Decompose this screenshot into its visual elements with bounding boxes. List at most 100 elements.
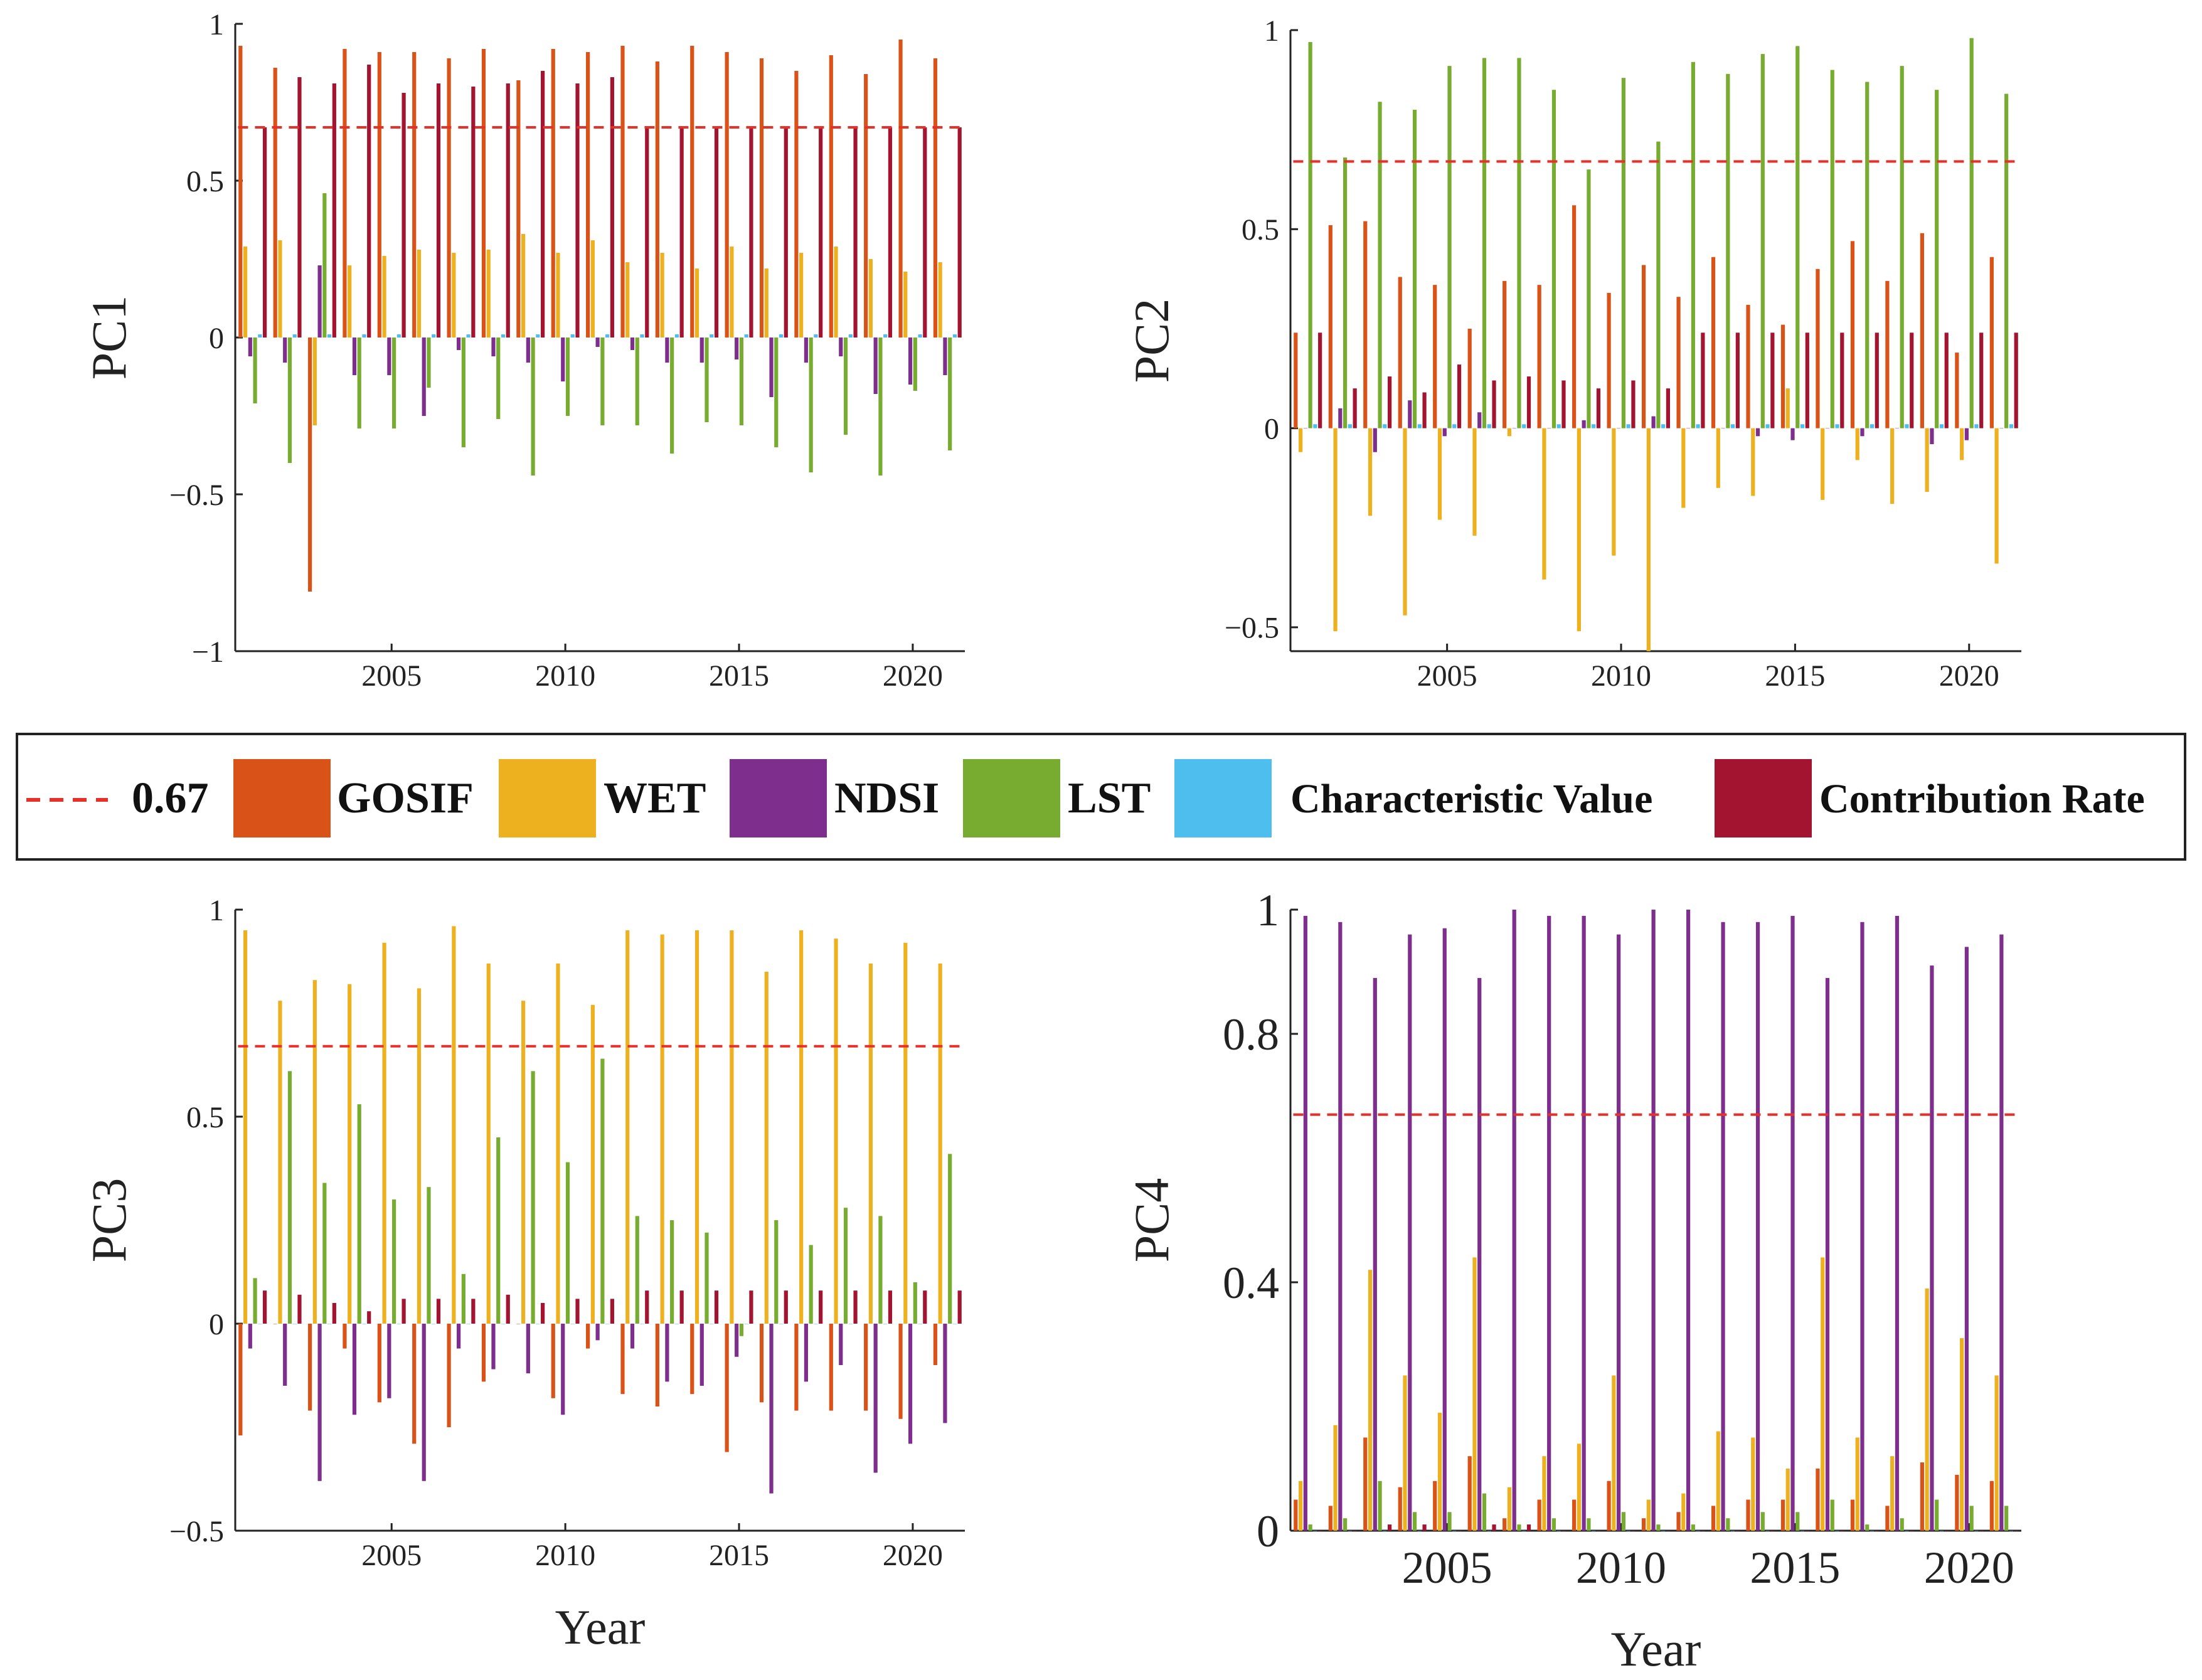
panel-pc3-bar-wet-2017 bbox=[799, 930, 804, 1324]
panel-pc1-bar-lst-2001 bbox=[253, 338, 257, 403]
panel-pc1-bar-characteristic-value-2019 bbox=[883, 334, 888, 338]
panel-pc3-bar-contribution-rate-2017 bbox=[819, 1290, 823, 1324]
panel-pc4-bar-gosif-2013 bbox=[1711, 1506, 1716, 1531]
panel-pc1-bar-ndsi-2017 bbox=[804, 338, 809, 363]
panel-pc4-bar-wet-2016 bbox=[1821, 1257, 1825, 1531]
panel-pc2-bar-gosif-2017 bbox=[1850, 241, 1855, 428]
panel-pc3-bar-wet-2003 bbox=[312, 980, 317, 1324]
panel-pc1-bar-contribution-rate-2009 bbox=[541, 71, 545, 338]
panel-pc2-bar-contribution-rate-2007 bbox=[1526, 376, 1531, 428]
panel-pc4-bar-ndsi-2013 bbox=[1721, 922, 1725, 1531]
panel-pc3-bar-gosif-2021 bbox=[933, 1324, 938, 1365]
panel-pc2-bar-gosif-2014 bbox=[1746, 304, 1750, 428]
panel-pc1-bar-contribution-rate-2021 bbox=[957, 127, 962, 338]
panel-pc2-bar-characteristic-value-2021 bbox=[2009, 424, 2014, 428]
panel-pc2-bar-characteristic-value-2017 bbox=[1870, 424, 1875, 428]
panel-pc3-bar-lst-2011 bbox=[600, 1058, 605, 1324]
panel-pc1-bar-ndsi-2016 bbox=[769, 338, 774, 397]
panel-pc3-bar-wet-2001 bbox=[243, 930, 248, 1324]
panel-pc3-bar-lst-2018 bbox=[843, 1208, 848, 1324]
panel-pc1-bar-gosif-2007 bbox=[447, 58, 451, 338]
panel-pc3-series-ndsi bbox=[248, 1324, 947, 1494]
panel-pc2-series-contribution-rate bbox=[1318, 332, 2018, 428]
panel-pc1-bar-gosif-2015 bbox=[725, 52, 729, 338]
panel-pc1-bar-gosif-2018 bbox=[829, 55, 833, 338]
panel-pc1-bar-contribution-rate-2010 bbox=[575, 83, 580, 338]
legend-label-threshold: 0.67 bbox=[132, 774, 209, 822]
panel-pc4-bar-ndsi-2015 bbox=[1790, 915, 1795, 1531]
legend-swatch-wet bbox=[499, 759, 596, 837]
panel-pc4-bar-wet-2013 bbox=[1716, 1431, 1720, 1531]
panel-pc3-bar-contribution-rate-2007 bbox=[471, 1299, 476, 1324]
panel-pc1-xtick-label: 2015 bbox=[709, 659, 769, 693]
panel-pc4-bar-wet-2006 bbox=[1472, 1257, 1477, 1531]
panel-pc2-bar-contribution-rate-2003 bbox=[1388, 376, 1392, 428]
panel-pc2-bar-gosif-2007 bbox=[1503, 280, 1507, 428]
panel-pc1-bar-lst-2006 bbox=[427, 338, 431, 388]
panel-pc2-bar-contribution-rate-2012 bbox=[1701, 332, 1705, 428]
panel-pc4-bar-wet-2004 bbox=[1403, 1375, 1407, 1531]
panel-pc2-bar-characteristic-value-2001 bbox=[1313, 424, 1317, 428]
panel-pc4: 0 0.4 0.8 1 2005 2010 2015 2020 PC4 Year bbox=[1124, 885, 2021, 1676]
panel-pc4-bar-wet-2010 bbox=[1612, 1375, 1616, 1531]
panel-pc1-bar-contribution-rate-2016 bbox=[784, 127, 788, 338]
panel-pc1-bar-lst-2013 bbox=[670, 338, 674, 454]
panel-pc1-bar-characteristic-value-2012 bbox=[640, 334, 644, 338]
panel-pc3-bar-lst-2014 bbox=[705, 1232, 709, 1324]
panel-pc3-bar-gosif-2003 bbox=[307, 1324, 312, 1411]
panel-pc3-bar-ndsi-2018 bbox=[839, 1324, 843, 1365]
panel-pc2-bar-characteristic-value-2002 bbox=[1348, 424, 1352, 428]
panel-pc2-bar-gosif-2013 bbox=[1711, 257, 1716, 428]
panel-pc4-x-axis-label: Year bbox=[1611, 1622, 1701, 1676]
panel-pc1-bar-characteristic-value-2005 bbox=[396, 334, 401, 338]
panel-pc3-bar-ndsi-2013 bbox=[665, 1324, 669, 1382]
legend-swatch-contribution-rate bbox=[1715, 759, 1812, 837]
panel-pc2-bar-lst-2004 bbox=[1412, 109, 1417, 428]
panel-pc3-bar-gosif-2007 bbox=[447, 1324, 451, 1427]
panel-pc4-bar-gosif-2014 bbox=[1746, 1499, 1750, 1531]
panel-pc2-bar-gosif-2016 bbox=[1816, 268, 1820, 428]
panel-pc1-bar-characteristic-value-2013 bbox=[674, 334, 679, 338]
panel-pc4-bar-ndsi-2005 bbox=[1442, 928, 1447, 1531]
panel-pc2-bar-characteristic-value-2013 bbox=[1730, 424, 1735, 428]
panel-pc1-bar-wet-2013 bbox=[660, 253, 664, 338]
panel-pc1-bar-wet-2011 bbox=[590, 240, 595, 338]
panel-pc2-bar-gosif-2018 bbox=[1885, 280, 1890, 428]
panel-pc4-bar-lst-2005 bbox=[1447, 1512, 1452, 1531]
panel-pc2-bar-ndsi-2017 bbox=[1860, 428, 1864, 437]
panel-pc3-bar-lst-2010 bbox=[565, 1162, 570, 1324]
panel-pc2-bar-ndsi-2015 bbox=[1790, 428, 1795, 440]
panel-pc4-bar-lst-2002 bbox=[1343, 1518, 1348, 1531]
panel-pc2-bar-wet-2011 bbox=[1646, 428, 1651, 651]
panel-pc2-bar-ndsi-2016 bbox=[1825, 428, 1830, 429]
panel-pc4-ytick-label: 0 bbox=[1257, 1506, 1279, 1556]
legend-label-lst: LST bbox=[1068, 774, 1151, 822]
panel-pc4-bar-lst-2016 bbox=[1830, 1499, 1834, 1531]
panel-pc2-bar-ndsi-2019 bbox=[1930, 428, 1934, 444]
panel-pc3-bar-lst-2021 bbox=[948, 1154, 952, 1324]
legend-box bbox=[16, 733, 2186, 861]
panel-pc2-bar-ndsi-2003 bbox=[1373, 428, 1377, 452]
panel-pc1-bar-characteristic-value-2008 bbox=[501, 334, 506, 338]
panel-pc3-bar-ndsi-2014 bbox=[699, 1324, 704, 1386]
panel-pc1-bar-wet-2005 bbox=[382, 256, 386, 338]
panel-pc1-bar-gosif-2008 bbox=[481, 49, 486, 338]
panel-pc4-bar-gosif-2012 bbox=[1676, 1512, 1681, 1531]
panel-pc1-bar-ndsi-2004 bbox=[352, 338, 357, 375]
panel-pc3-bar-wet-2008 bbox=[486, 963, 491, 1324]
panel-pc2-bar-characteristic-value-2011 bbox=[1661, 424, 1666, 428]
panel-pc1-bar-ndsi-2021 bbox=[943, 338, 947, 375]
panel-pc1-bar-gosif-2017 bbox=[794, 71, 799, 338]
panel-pc4-bar-ndsi-2007 bbox=[1512, 910, 1516, 1531]
panel-pc2-bar-characteristic-value-2014 bbox=[1765, 424, 1770, 428]
panel-pc4-xtick-label: 2005 bbox=[1402, 1543, 1492, 1593]
panel-pc1-bar-gosif-2013 bbox=[655, 61, 659, 338]
panel-pc3-bar-wet-2012 bbox=[625, 930, 630, 1324]
panel-pc1-bar-characteristic-value-2016 bbox=[779, 334, 784, 338]
panel-pc3-ytick-label: 0 bbox=[209, 1308, 224, 1341]
panel-pc2-bar-characteristic-value-2010 bbox=[1626, 424, 1630, 428]
panel-pc1-ytick-label: 1 bbox=[209, 8, 224, 41]
panel-pc1-bar-contribution-rate-2019 bbox=[888, 127, 893, 338]
panel-pc1-bar-characteristic-value-2010 bbox=[570, 334, 575, 338]
panel-pc3-bar-ndsi-2017 bbox=[804, 1324, 809, 1382]
